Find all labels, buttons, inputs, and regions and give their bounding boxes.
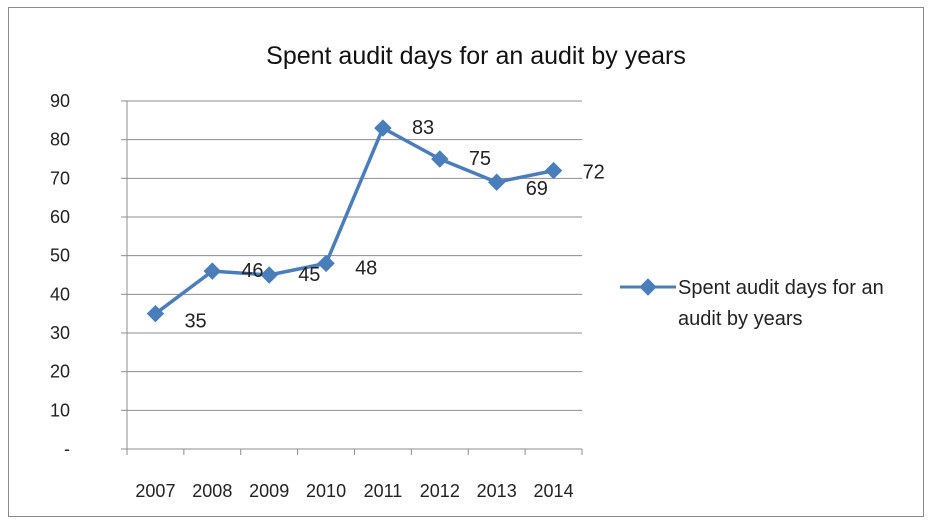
data-labels: 35 46 45 48 83 75 69 72 [184, 117, 604, 333]
data-label-2013: 69 [526, 178, 548, 200]
data-label-2009: 45 [298, 264, 320, 286]
point-2013 [487, 173, 506, 191]
x-tick-label-2011: 2011 [364, 481, 403, 501]
data-label-2011: 83 [412, 117, 434, 139]
x-tick-label-2013: 2013 [477, 481, 517, 501]
x-tick-label-2008: 2008 [192, 481, 232, 501]
legend-label-line2: audit by years [678, 308, 803, 330]
point-2007 [146, 304, 165, 323]
legend-label-line1: Spent audit days for an [678, 277, 884, 299]
x-tick-label-2007: 2007 [135, 481, 175, 501]
y-tick-label-3: 30 [50, 323, 70, 343]
x-tick-label-2010: 2010 [306, 481, 346, 501]
y-tick-label-1: 10 [50, 400, 70, 420]
x-tick-label-2009: 2009 [249, 481, 289, 501]
chart-title: Spent audit days for an audit by years [266, 42, 686, 70]
data-label-2012: 75 [469, 148, 491, 170]
data-label-2007: 35 [184, 311, 206, 333]
y-axis-ticks: - 10 20 30 40 50 60 70 80 90 [50, 91, 127, 459]
legend-marker [639, 278, 657, 296]
series-line [154, 126, 554, 316]
y-tick-label-9: 90 [50, 91, 70, 111]
data-label-2014: 72 [583, 162, 605, 184]
point-2010 [317, 254, 335, 273]
y-tick-label-2: 20 [50, 362, 70, 382]
point-2014 [544, 161, 563, 180]
legend: Spent audit days for an audit by years [620, 277, 884, 330]
point-2009 [260, 266, 278, 284]
x-tick-label-2014: 2014 [534, 481, 574, 501]
y-tick-label-8: 80 [50, 130, 70, 150]
point-2008 [203, 262, 222, 280]
point-2012 [431, 150, 449, 168]
y-tick-label-6: 60 [50, 207, 70, 227]
data-label-2008: 46 [241, 260, 263, 282]
x-axis-ticks: 2007 2008 2009 2010 2011 2012 2013 2014 [126, 449, 583, 501]
y-tick-label-0: - [64, 439, 70, 459]
y-tick-label-5: 50 [50, 246, 70, 266]
y-tick-label-7: 70 [50, 168, 70, 188]
y-tick-label-4: 40 [50, 284, 70, 304]
gridlines [127, 100, 582, 411]
chart-frame [8, 7, 924, 517]
point-2011 [374, 119, 392, 137]
x-tick-label-2012: 2012 [420, 481, 460, 501]
series-group [146, 119, 563, 323]
data-label-2010: 48 [355, 257, 377, 279]
